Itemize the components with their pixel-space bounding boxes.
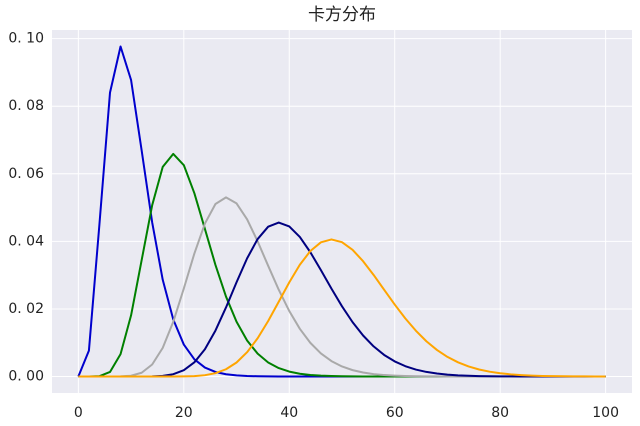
y-tick-label: 0. 02 — [8, 301, 44, 317]
y-tick-label: 0. 04 — [8, 233, 44, 249]
y-tick-label: 0. 08 — [8, 98, 44, 114]
plot-area — [52, 30, 632, 393]
x-tick-label: 20 — [175, 405, 193, 421]
y-tick-label: 0. 06 — [8, 166, 44, 182]
x-tick-label: 0 — [74, 405, 83, 421]
x-tick-label: 60 — [386, 405, 404, 421]
chart-title: 卡方分布 — [308, 5, 376, 25]
x-tick-label: 80 — [491, 405, 509, 421]
x-tick-label: 100 — [592, 405, 619, 421]
y-tick-label: 0. 00 — [8, 369, 44, 385]
x-tick-label: 40 — [280, 405, 298, 421]
y-tick-label: 0. 10 — [8, 31, 44, 47]
series-line — [78, 221, 606, 378]
series-line — [78, 238, 606, 378]
